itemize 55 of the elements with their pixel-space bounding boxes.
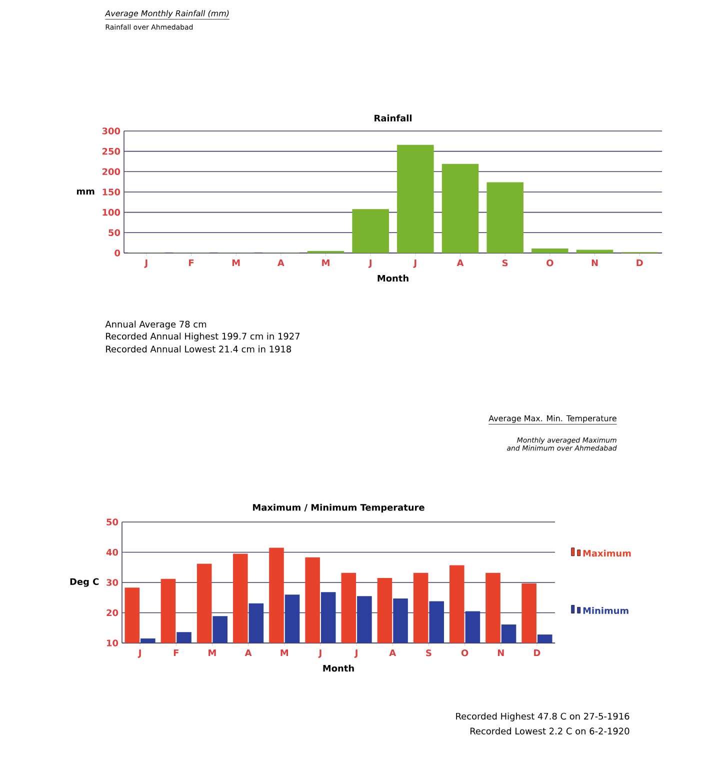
- x-tick-label: A: [389, 650, 396, 656]
- text: Recorded Annual Lowest 21.4 cm in 1918: [106, 346, 292, 352]
- x-tick-label: J: [413, 260, 416, 268]
- x-tick-label: J: [138, 650, 141, 658]
- y-tick-label: 200: [102, 168, 120, 176]
- text: Recorded Lowest 2.2 C on 6-2-1920: [470, 728, 630, 734]
- x-axis-title: Month: [323, 664, 354, 672]
- x-tick-label: N: [592, 260, 598, 266]
- x-tick-label: N: [498, 650, 504, 656]
- x-tick-label: O: [461, 650, 468, 656]
- x-tick-label: D: [534, 650, 540, 656]
- x-tick-label: F: [189, 260, 194, 266]
- bar: [532, 248, 568, 253]
- x-tick-label: S: [426, 650, 432, 656]
- x-tick-label: A: [277, 260, 284, 266]
- x-tick-label: M: [322, 260, 330, 266]
- x-tick-label: M: [208, 650, 216, 656]
- legend-label: Maximum: [583, 550, 631, 557]
- y-tick-label: 30: [106, 579, 118, 586]
- x-tick-label: M: [280, 650, 288, 656]
- y-tick-label: 100: [102, 208, 120, 216]
- x-tick-label: J: [318, 650, 322, 658]
- y-tick-label: 50: [106, 518, 118, 526]
- x-tick-label: O: [546, 260, 554, 266]
- y-tick-label: 250: [102, 148, 120, 155]
- y-axis-title: Deg C: [70, 578, 99, 587]
- x-tick-label: A: [456, 260, 464, 266]
- text: Annual Average 78 cm: [105, 320, 206, 330]
- x-tick-label: S: [502, 260, 508, 266]
- bar: [397, 144, 434, 253]
- legend-label: Minimum: [583, 607, 628, 614]
- y-tick-label: 20: [106, 609, 118, 616]
- x-tick-label: F: [174, 650, 178, 656]
- chart-title: Rainfall: [374, 114, 412, 122]
- bar: [442, 164, 479, 253]
- y-tick-label: 150: [102, 188, 120, 196]
- bar: [576, 250, 614, 253]
- y-tick-label: 300: [102, 128, 120, 134]
- bar: [486, 182, 524, 253]
- y-axis-title: mm: [76, 189, 94, 195]
- bar: [352, 209, 389, 253]
- y-tick-label: 0: [114, 250, 120, 256]
- y-tick-label: 50: [108, 229, 120, 236]
- x-axis-title: Month: [378, 274, 408, 282]
- text: Recorded Highest 47.8 C on 27-5-1916: [456, 712, 630, 722]
- y-tick-label: 40: [106, 548, 118, 556]
- chart-title: Maximum / Minimum Temperature: [253, 504, 424, 512]
- x-tick-label: J: [368, 260, 372, 268]
- text: Recorded Annual Highest 199.7 cm in 1927: [106, 332, 300, 342]
- y-tick-label: 10: [107, 640, 118, 646]
- x-tick-label: D: [636, 260, 643, 266]
- x-tick-label: M: [232, 260, 240, 266]
- x-tick-label: J: [354, 650, 358, 658]
- x-tick-label: J: [144, 260, 148, 268]
- x-tick-label: A: [244, 650, 252, 656]
